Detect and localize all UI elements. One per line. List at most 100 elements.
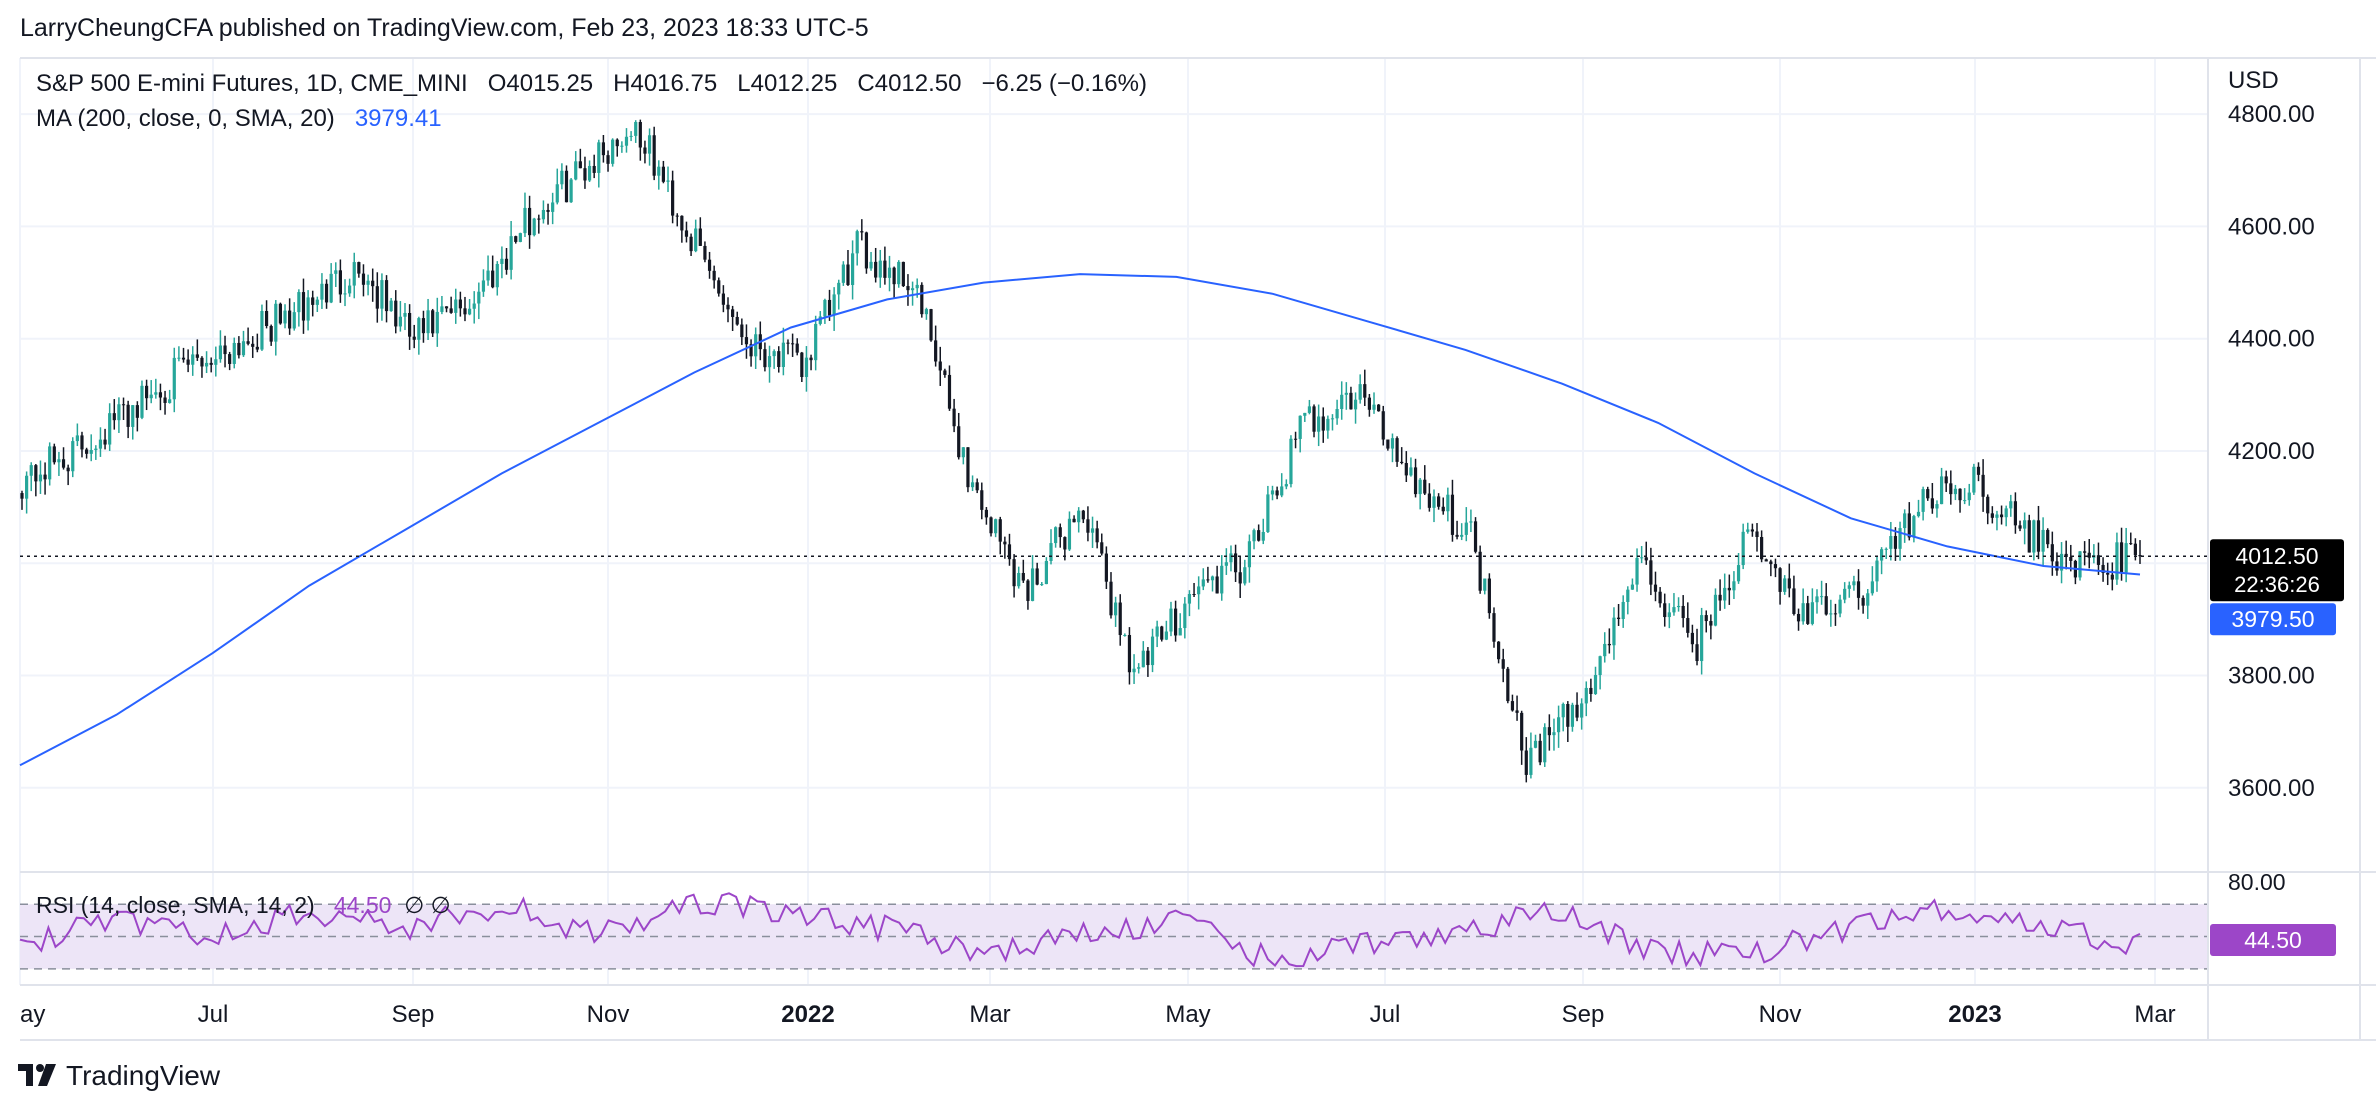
axis-labels: USD 4800.00 4600.00 4400.00 4200.00 3800.00 36… bbox=[20, 67, 2344, 1028]
candle bbox=[380, 273, 384, 321]
candle-body bbox=[1750, 529, 1754, 532]
candle-body bbox=[61, 459, 66, 468]
candle bbox=[1949, 470, 1953, 505]
candle-body bbox=[20, 493, 24, 499]
candle-body bbox=[1704, 615, 1708, 622]
candle bbox=[694, 219, 698, 253]
tradingview-logo[interactable]: TradingView bbox=[18, 1060, 220, 1092]
candle bbox=[1367, 393, 1371, 417]
candle bbox=[643, 140, 647, 164]
candle bbox=[1150, 628, 1155, 673]
candle-body bbox=[578, 161, 582, 169]
candle-body bbox=[1986, 496, 1990, 514]
candle bbox=[2129, 532, 2133, 545]
candle bbox=[601, 135, 606, 163]
candle bbox=[426, 298, 430, 340]
candle-body bbox=[2027, 520, 2031, 553]
candle bbox=[52, 443, 56, 465]
candle bbox=[998, 516, 1002, 555]
candle bbox=[1884, 547, 1888, 560]
ma-legend[interactable]: MA (200, close, 0, SMA, 20) 3979.41 bbox=[36, 105, 442, 133]
candle bbox=[901, 261, 905, 288]
candle bbox=[444, 306, 449, 313]
candle-body bbox=[947, 374, 952, 409]
candle-body bbox=[1524, 750, 1528, 775]
candle-body bbox=[1635, 557, 1639, 585]
candle bbox=[1695, 628, 1699, 666]
candle bbox=[1506, 666, 1510, 704]
candle bbox=[1146, 647, 1150, 677]
candle bbox=[934, 325, 938, 367]
candle bbox=[324, 279, 329, 309]
candle bbox=[1187, 590, 1192, 617]
candle bbox=[241, 330, 246, 357]
candle-body bbox=[1506, 668, 1510, 702]
candle-body bbox=[1095, 528, 1099, 543]
candle-body bbox=[1298, 415, 1302, 439]
candle bbox=[320, 273, 324, 309]
time-axis-tick: Mar bbox=[2134, 1001, 2175, 1028]
candle bbox=[1446, 487, 1450, 522]
candle bbox=[1921, 486, 1925, 521]
candle-body bbox=[2064, 553, 2068, 558]
candle bbox=[301, 278, 306, 334]
candle bbox=[615, 138, 619, 157]
candle bbox=[1169, 601, 1173, 637]
candle bbox=[1561, 702, 1565, 732]
candle-body bbox=[1173, 608, 1178, 636]
candle-body bbox=[1100, 542, 1104, 554]
candle-body bbox=[1838, 599, 1842, 614]
candle-body bbox=[998, 519, 1002, 542]
candle bbox=[717, 277, 721, 297]
candle bbox=[209, 357, 213, 373]
candle bbox=[1972, 463, 1976, 495]
candle bbox=[583, 156, 587, 189]
candle bbox=[1866, 589, 1870, 619]
candle bbox=[1990, 506, 1994, 524]
rsi-legend[interactable]: RSI (14, close, SMA, 14, 2) 44.50 ∅ ∅ bbox=[36, 892, 451, 919]
candle bbox=[1224, 548, 1228, 575]
candle-body bbox=[1575, 704, 1579, 718]
candle-body bbox=[721, 293, 725, 305]
candle bbox=[569, 178, 573, 203]
candle bbox=[2110, 562, 2114, 591]
candle-body bbox=[1469, 521, 1473, 523]
candle-body bbox=[1875, 560, 1879, 582]
candle-body bbox=[1220, 565, 1224, 594]
candle-body bbox=[1123, 635, 1127, 637]
candle-body bbox=[1150, 636, 1155, 666]
candle-body bbox=[1718, 594, 1722, 601]
candle-body bbox=[1616, 617, 1621, 620]
candle bbox=[1556, 705, 1561, 748]
rsi-value: 44.50 bbox=[333, 892, 392, 918]
candle bbox=[214, 346, 218, 377]
candle bbox=[1303, 412, 1307, 422]
candle-body bbox=[177, 357, 181, 359]
candle bbox=[1903, 509, 1907, 543]
candle bbox=[255, 333, 259, 353]
candle-body bbox=[1856, 581, 1861, 598]
candle-body bbox=[75, 435, 79, 442]
candle-body bbox=[2110, 574, 2114, 580]
candle-body bbox=[1713, 594, 1718, 626]
candle-body bbox=[652, 135, 656, 176]
candle-body bbox=[1893, 536, 1898, 549]
candle-body bbox=[1372, 404, 1376, 410]
candle bbox=[481, 269, 486, 297]
candle-body bbox=[643, 147, 647, 154]
candle bbox=[1473, 517, 1478, 554]
time-axis-tick: Nov bbox=[1759, 1001, 1802, 1028]
candle-body bbox=[1644, 557, 1648, 561]
candle-body bbox=[804, 357, 809, 378]
candle-body bbox=[274, 303, 278, 342]
candle-body bbox=[1995, 514, 1999, 518]
symbol-legend[interactable]: S&P 500 E-mini Futures, 1D, CME_MINI O40… bbox=[36, 70, 1147, 98]
candle-body bbox=[1820, 596, 1824, 598]
candle bbox=[1907, 502, 1911, 541]
candle-body bbox=[1307, 406, 1312, 413]
candle-body bbox=[1275, 490, 1279, 496]
candle bbox=[1727, 574, 1731, 605]
candle-body bbox=[1640, 557, 1644, 559]
